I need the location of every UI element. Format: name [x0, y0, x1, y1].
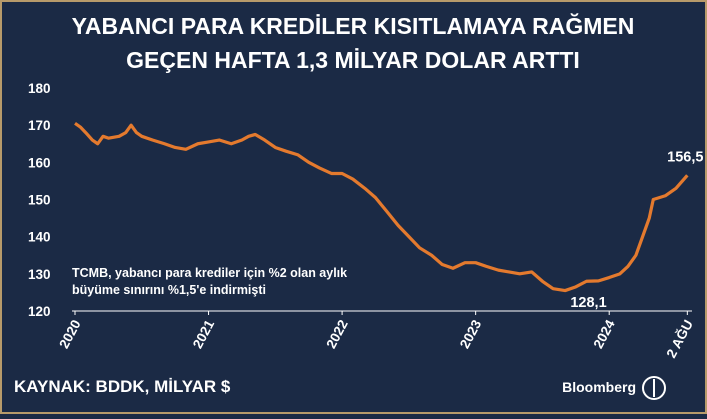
- chart-title: GEÇEN HAFTA 1,3 MİLYAR DOLAR ARTTI: [126, 47, 580, 73]
- y-tick-label: 150: [28, 193, 51, 208]
- data-line: [74, 121, 689, 293]
- logo: [642, 376, 666, 400]
- chart-title: YABANCI PARA KREDİLER KISITLAMAYA RAĞMEN: [72, 12, 635, 39]
- value-label: 128,1: [570, 295, 606, 311]
- note: TCMB, yabancı para krediler için %2 olan…: [72, 266, 347, 280]
- y-tick-label: 160: [28, 155, 51, 170]
- y-tick-label: 130: [28, 267, 51, 282]
- y-tick-label: 180: [28, 81, 51, 96]
- note: büyüme sınırını %1,5'e indirmişti: [72, 283, 266, 297]
- value-label: 156,5: [667, 149, 703, 165]
- y-tick-label: 120: [28, 304, 51, 319]
- brand: Bloomberg: [562, 379, 636, 395]
- source: KAYNAK: BDDK, MİLYAR $: [14, 377, 231, 396]
- y-tick-label: 170: [28, 118, 51, 133]
- y-tick-label: 140: [28, 230, 51, 245]
